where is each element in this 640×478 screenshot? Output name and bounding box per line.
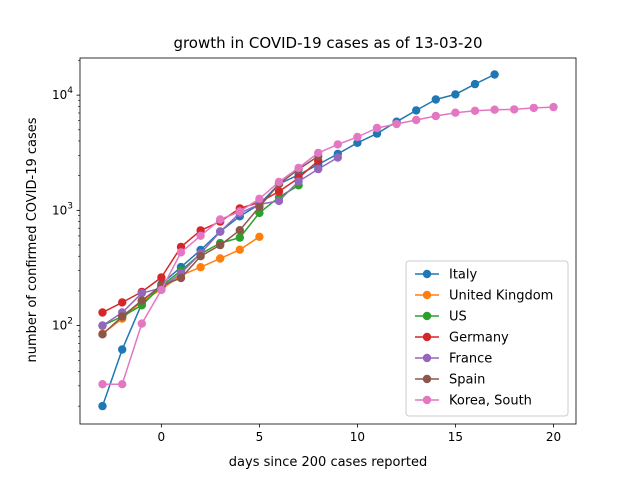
data-point bbox=[176, 248, 186, 257]
x-tick-label: 10 bbox=[350, 430, 365, 444]
legend-label: Spain bbox=[449, 373, 485, 388]
data-point bbox=[98, 401, 107, 411]
legend-swatch-marker bbox=[422, 353, 432, 363]
x-axis-label: days since 200 cases reported bbox=[229, 455, 427, 470]
data-point bbox=[118, 345, 127, 354]
legend-swatch-marker bbox=[422, 395, 432, 405]
legend-label: Korea, South bbox=[449, 394, 532, 409]
data-point bbox=[333, 140, 342, 149]
data-point bbox=[431, 95, 440, 104]
data-point bbox=[372, 123, 382, 133]
data-point bbox=[490, 105, 499, 114]
data-point bbox=[314, 164, 323, 174]
data-point bbox=[274, 196, 284, 206]
data-point bbox=[235, 233, 244, 242]
data-point bbox=[549, 102, 558, 112]
data-point bbox=[157, 285, 166, 295]
legend-swatch-marker bbox=[422, 332, 432, 342]
x-tick-label: 5 bbox=[256, 430, 264, 444]
data-point bbox=[412, 106, 421, 115]
data-point bbox=[196, 252, 205, 261]
axes: 0 5 10 15 20 102 103 104 bbox=[52, 57, 577, 444]
legend-swatch-marker bbox=[422, 311, 432, 321]
legend-label: Germany bbox=[449, 331, 509, 346]
data-point bbox=[98, 330, 107, 339]
data-point bbox=[118, 298, 127, 307]
y-axis-label: number of confirmed COVID-19 cases bbox=[25, 117, 40, 362]
data-point bbox=[157, 273, 166, 282]
x-tick-label: 20 bbox=[546, 430, 561, 444]
data-point bbox=[529, 103, 538, 113]
data-point bbox=[353, 132, 362, 142]
data-point bbox=[490, 70, 499, 79]
data-point bbox=[196, 231, 205, 240]
data-point bbox=[118, 312, 127, 321]
data-point bbox=[333, 153, 342, 162]
plot-frame bbox=[79, 57, 577, 425]
data-point bbox=[255, 208, 264, 218]
y-tick-label: 103 bbox=[52, 201, 73, 217]
series-3 bbox=[98, 156, 323, 317]
data-point bbox=[98, 380, 107, 389]
data-point bbox=[235, 207, 244, 216]
legend-swatch-marker bbox=[422, 290, 432, 300]
chart-title: growth in COVID-19 cases as of 13-03-20 bbox=[173, 34, 482, 52]
data-point bbox=[216, 240, 225, 250]
y-tick-label: 102 bbox=[52, 317, 73, 333]
data-point bbox=[451, 90, 460, 99]
data-point bbox=[235, 226, 244, 235]
data-point bbox=[216, 227, 225, 236]
data-point bbox=[235, 245, 244, 254]
data-point bbox=[196, 263, 205, 272]
legend-label: Italy bbox=[449, 268, 478, 283]
data-point bbox=[98, 321, 107, 330]
data-point bbox=[412, 115, 421, 125]
legend-swatch-marker bbox=[422, 269, 432, 279]
data-point bbox=[431, 111, 440, 121]
legend-label: France bbox=[449, 352, 492, 367]
data-point bbox=[137, 319, 146, 328]
data-point bbox=[216, 215, 225, 224]
data-point bbox=[510, 105, 519, 114]
data-point bbox=[137, 296, 146, 305]
legend: Italy United Kingdom US Germany France Spain K… bbox=[405, 260, 569, 417]
data-point bbox=[294, 163, 303, 173]
data-point bbox=[255, 194, 264, 203]
x-tick-label: 15 bbox=[448, 430, 463, 444]
data-point bbox=[255, 202, 264, 211]
data-point bbox=[470, 106, 480, 116]
data-point bbox=[216, 254, 225, 263]
data-point bbox=[137, 289, 146, 298]
x-tick-label: 0 bbox=[158, 430, 166, 444]
y-tick-label: 104 bbox=[52, 86, 73, 102]
data-point bbox=[176, 273, 186, 283]
data-point bbox=[274, 187, 284, 196]
data-point bbox=[314, 148, 323, 158]
series-6 bbox=[98, 102, 558, 389]
legend-box bbox=[405, 260, 569, 417]
data-point bbox=[118, 380, 127, 389]
data-point bbox=[274, 177, 284, 187]
data-point bbox=[294, 177, 303, 186]
data-point bbox=[451, 108, 460, 117]
plot-marks bbox=[98, 70, 558, 411]
data-point bbox=[392, 119, 401, 129]
legend-label: US bbox=[449, 310, 467, 325]
data-point bbox=[255, 232, 264, 241]
legend-swatch-marker bbox=[422, 374, 432, 384]
series-line bbox=[102, 160, 319, 314]
legend-label: United Kingdom bbox=[449, 289, 553, 304]
data-point bbox=[353, 138, 362, 147]
data-point bbox=[98, 308, 107, 317]
data-point bbox=[470, 79, 480, 89]
